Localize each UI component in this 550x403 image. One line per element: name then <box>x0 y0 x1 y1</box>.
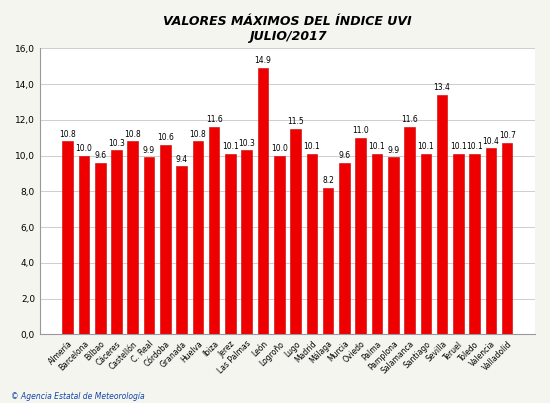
Title: VALORES MÁXIMOS DEL ÍNDICE UVI
JULIO/2017: VALORES MÁXIMOS DEL ÍNDICE UVI JULIO/201… <box>163 15 412 43</box>
Bar <box>437 95 447 334</box>
Bar <box>404 127 415 334</box>
Text: 10.1: 10.1 <box>222 142 239 151</box>
Bar <box>421 154 431 334</box>
Text: 9.9: 9.9 <box>143 146 155 155</box>
Text: 13.4: 13.4 <box>433 83 450 92</box>
Text: 10.1: 10.1 <box>466 142 483 151</box>
Bar <box>306 154 317 334</box>
Text: 9.6: 9.6 <box>338 151 350 160</box>
Bar <box>95 163 106 334</box>
Text: 8.2: 8.2 <box>322 176 334 185</box>
Text: 11.6: 11.6 <box>206 115 223 125</box>
Bar <box>62 141 73 334</box>
Bar <box>128 141 138 334</box>
Bar <box>177 166 187 334</box>
Bar <box>192 141 203 334</box>
Text: 10.1: 10.1 <box>450 142 467 151</box>
Bar <box>486 148 496 334</box>
Bar <box>274 156 284 334</box>
Text: 9.9: 9.9 <box>387 146 399 155</box>
Text: 10.8: 10.8 <box>190 130 206 139</box>
Text: 11.6: 11.6 <box>401 115 418 125</box>
Text: 10.4: 10.4 <box>482 137 499 146</box>
Text: 11.0: 11.0 <box>353 126 369 135</box>
Text: 10.1: 10.1 <box>368 142 386 151</box>
Bar <box>388 158 399 334</box>
Bar <box>111 150 122 334</box>
Bar <box>339 163 350 334</box>
Text: 10.3: 10.3 <box>238 139 255 147</box>
Bar <box>144 158 155 334</box>
Bar <box>502 143 513 334</box>
Text: 10.8: 10.8 <box>124 130 141 139</box>
Text: 11.5: 11.5 <box>287 117 304 126</box>
Text: 10.8: 10.8 <box>59 130 76 139</box>
Bar <box>225 154 236 334</box>
Bar <box>160 145 170 334</box>
Text: 10.3: 10.3 <box>108 139 125 147</box>
Text: 10.1: 10.1 <box>304 142 320 151</box>
Bar <box>209 127 219 334</box>
Bar <box>469 154 480 334</box>
Text: 10.0: 10.0 <box>75 144 92 153</box>
Text: © Agencia Estatal de Meteorología: © Agencia Estatal de Meteorología <box>11 392 145 401</box>
Text: 10.6: 10.6 <box>157 133 174 142</box>
Text: 14.9: 14.9 <box>255 56 272 65</box>
Bar <box>79 156 89 334</box>
Bar <box>453 154 464 334</box>
Text: 9.6: 9.6 <box>94 151 106 160</box>
Text: 10.1: 10.1 <box>417 142 434 151</box>
Text: 10.7: 10.7 <box>499 131 516 140</box>
Bar <box>258 68 268 334</box>
Text: 9.4: 9.4 <box>175 155 188 164</box>
Bar <box>372 154 382 334</box>
Bar <box>323 188 333 334</box>
Text: 10.0: 10.0 <box>271 144 288 153</box>
Bar <box>241 150 252 334</box>
Bar <box>290 129 301 334</box>
Bar <box>355 138 366 334</box>
